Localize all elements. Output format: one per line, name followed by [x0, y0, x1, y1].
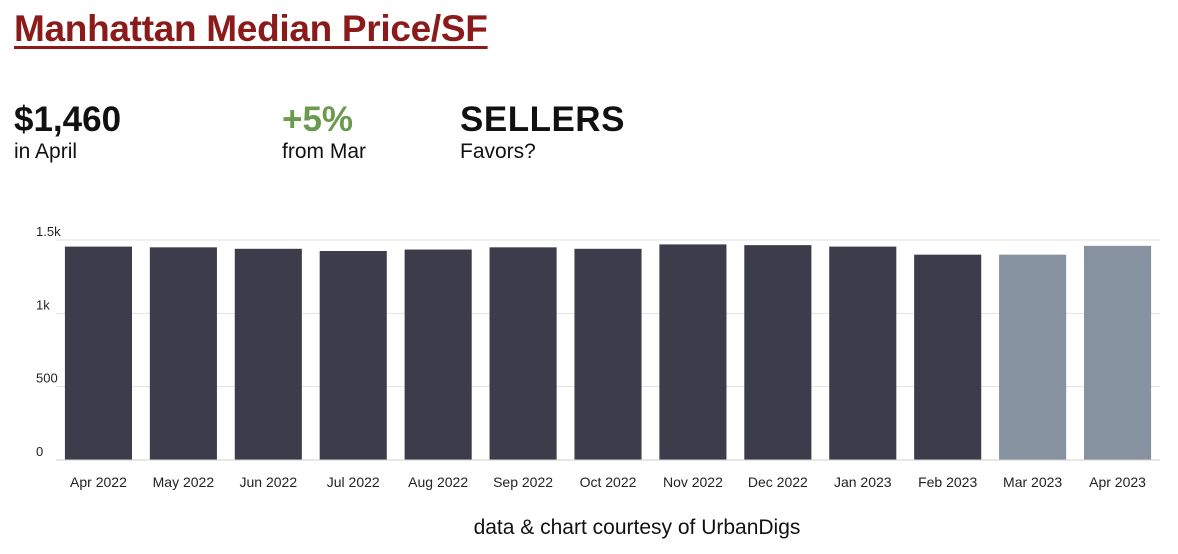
- bar: [319, 251, 387, 460]
- bar: [149, 247, 217, 460]
- x-tick-label: Mar 2023: [1003, 474, 1062, 490]
- bar: [234, 248, 302, 460]
- y-tick-label: 0: [36, 444, 43, 459]
- x-tick-label: Sep 2022: [493, 474, 553, 490]
- stat-change: +5% from Mar: [282, 100, 366, 164]
- stat-change-value: +5%: [282, 100, 354, 139]
- stat-price-caption: in April: [14, 140, 78, 163]
- x-tick-label: Feb 2023: [918, 474, 977, 490]
- chart-credit-text: data & chart courtesy of UrbanDigs: [473, 516, 801, 539]
- bar: [1083, 245, 1152, 460]
- x-tick-label: Jan 2023: [834, 474, 892, 490]
- chart-credit: data & chart courtesy of UrbanDigs: [0, 516, 1178, 540]
- y-tick-label: 1k: [36, 297, 50, 312]
- bar: [489, 247, 557, 460]
- stat-favors-caption: Favors?: [460, 140, 536, 163]
- stat-price: $1,460 in April: [14, 100, 121, 164]
- bar: [64, 246, 133, 460]
- bar: [659, 244, 727, 460]
- bar: [744, 245, 812, 460]
- stat-favors: SELLERS Favors?: [460, 100, 625, 164]
- bar: [404, 249, 472, 460]
- stat-favors-value: SELLERS: [460, 100, 625, 139]
- x-tick-label: Nov 2022: [663, 474, 723, 490]
- x-tick-label: Dec 2022: [748, 474, 808, 490]
- x-tick-label: Oct 2022: [580, 474, 637, 490]
- stat-change-caption: from Mar: [282, 140, 366, 163]
- bar: [829, 246, 897, 460]
- x-tick-label: May 2022: [153, 474, 215, 490]
- chart-title: Manhattan Median Price/SF: [14, 8, 488, 49]
- y-tick-label: 500: [36, 371, 58, 386]
- y-tick-label: 1.5k: [36, 224, 61, 239]
- bar: [574, 248, 642, 460]
- x-tick-label: Jun 2022: [240, 474, 298, 490]
- bar: [914, 254, 982, 460]
- bar-chart: 0 500 1k 1.5k Apr 2022 May 2022 Jun 2022 Jul 20…: [36, 224, 1160, 490]
- stat-price-value: $1,460: [14, 100, 122, 139]
- x-tick-label: Jul 2022: [327, 474, 380, 490]
- x-tick-label: Apr 2023: [1089, 474, 1146, 490]
- x-tick-label: Aug 2022: [408, 474, 468, 490]
- bar: [999, 254, 1067, 460]
- x-tick-label: Apr 2022: [70, 474, 127, 490]
